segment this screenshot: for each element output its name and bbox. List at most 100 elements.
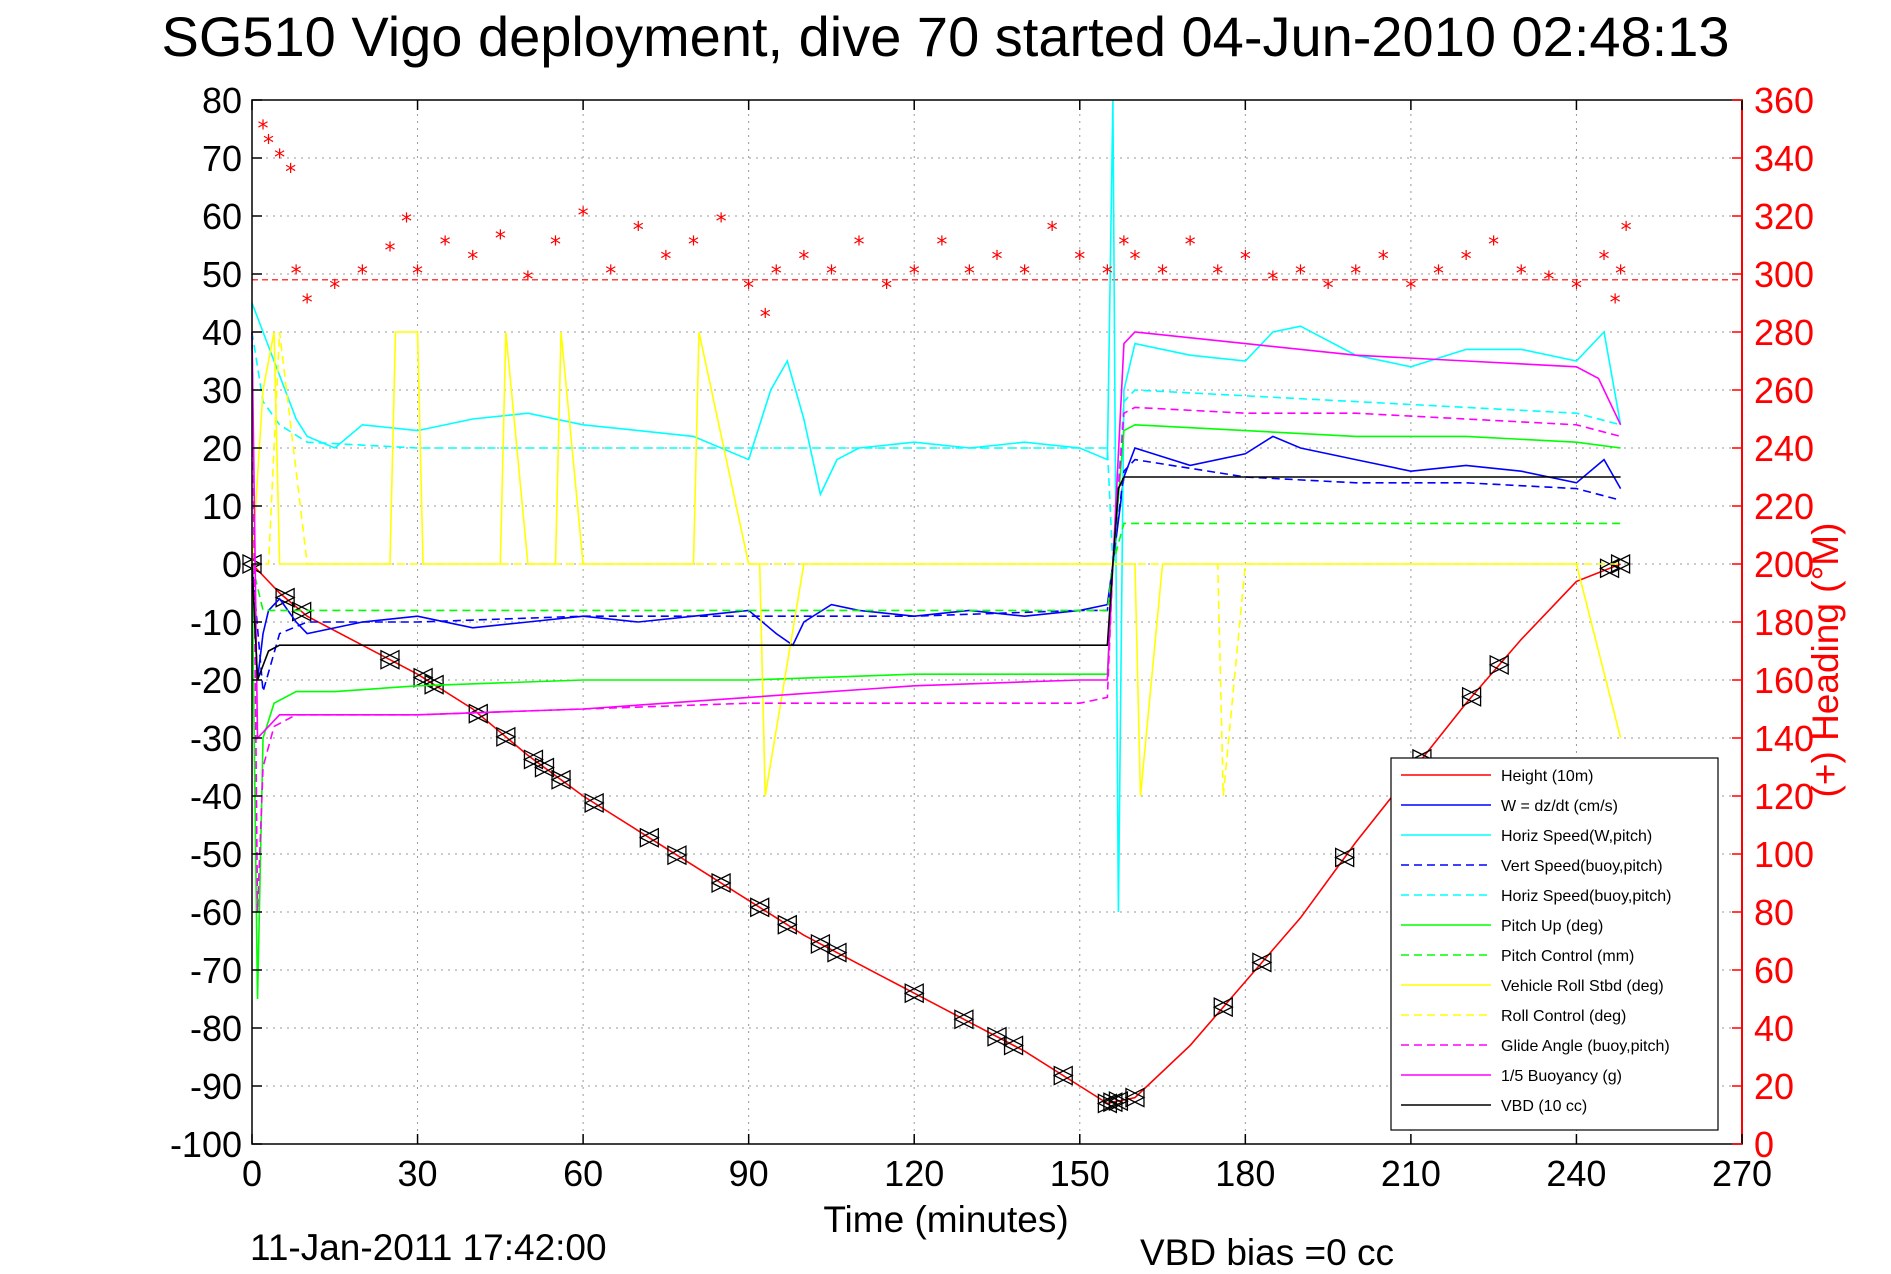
legend-label: Horiz Speed(buoy,pitch) bbox=[1501, 888, 1671, 905]
heading-point: * bbox=[1610, 291, 1621, 316]
heading-point: * bbox=[633, 219, 644, 244]
series-8 bbox=[252, 331, 1621, 797]
series-line bbox=[251, 423, 1621, 1000]
x-tick-label: 180 bbox=[1215, 1153, 1275, 1194]
series-line bbox=[251, 458, 1621, 692]
legend-label: Pitch Up (deg) bbox=[1501, 918, 1603, 935]
x-tick-label: 60 bbox=[563, 1153, 603, 1194]
sample-marker bbox=[1003, 1035, 1024, 1056]
y-right-tick-label: 300 bbox=[1754, 254, 1814, 295]
heading-point: * bbox=[384, 239, 395, 264]
sample-marker bbox=[749, 897, 770, 918]
series-line bbox=[251, 331, 1622, 740]
legend-item: 1/5 Buoyancy (g) bbox=[1401, 1068, 1622, 1085]
y-tick-label: -50 bbox=[190, 834, 242, 875]
series-3 bbox=[251, 458, 1621, 692]
sample-marker bbox=[550, 769, 571, 790]
y-right-tick-label: 160 bbox=[1754, 660, 1814, 701]
heading-point: * bbox=[274, 146, 285, 171]
heading-point: * bbox=[329, 277, 340, 302]
heading-point: * bbox=[1019, 262, 1030, 287]
legend-item: Height (10m) bbox=[1401, 768, 1593, 785]
heading-point: * bbox=[258, 117, 269, 142]
sample-marker bbox=[583, 792, 604, 814]
legend-label: Pitch Control (mm) bbox=[1501, 948, 1634, 965]
series-line bbox=[251, 522, 1621, 612]
y-right-tick-label: 100 bbox=[1754, 834, 1814, 875]
legend-label: VBD (10 cc) bbox=[1501, 1098, 1587, 1115]
heading-point: * bbox=[1433, 262, 1444, 287]
x-tick-label: 30 bbox=[398, 1153, 438, 1194]
sample-marker bbox=[776, 914, 797, 935]
series-10 bbox=[251, 331, 1622, 740]
sample-marker bbox=[1334, 847, 1355, 868]
legend-label: W = dz/dt (cm/s) bbox=[1501, 798, 1618, 815]
sample-marker bbox=[710, 872, 731, 894]
heading-point: * bbox=[798, 248, 809, 273]
sample-marker bbox=[953, 1009, 974, 1030]
legend-item: Vehicle Roll Stbd (deg) bbox=[1401, 978, 1664, 995]
sample-marker bbox=[495, 726, 516, 747]
heading-point: * bbox=[1047, 219, 1058, 244]
series-9 bbox=[251, 331, 1621, 913]
sample-marker bbox=[1052, 1065, 1073, 1086]
y-tick-label: -40 bbox=[190, 776, 242, 817]
heading-point: * bbox=[1516, 262, 1527, 287]
heading-point: * bbox=[357, 262, 368, 287]
sample-marker bbox=[638, 827, 659, 848]
heading-point: * bbox=[1102, 262, 1113, 287]
sample-marker bbox=[1599, 558, 1620, 579]
heading-point: * bbox=[1240, 248, 1251, 273]
y-tick-label: -30 bbox=[190, 718, 242, 759]
y-right-tick-label: 260 bbox=[1754, 370, 1814, 411]
sample-marker bbox=[291, 601, 312, 622]
legend-label: Glide Angle (buoy,pitch) bbox=[1501, 1038, 1670, 1055]
heading-point: * bbox=[1212, 262, 1223, 287]
heading-point: * bbox=[1378, 248, 1389, 273]
y-tick-label: 80 bbox=[202, 80, 242, 121]
series-line bbox=[251, 476, 1621, 681]
sample-marker bbox=[412, 667, 433, 688]
y-right-tick-label: 340 bbox=[1754, 138, 1814, 179]
heading-point: * bbox=[992, 248, 1003, 273]
series-5 bbox=[251, 423, 1621, 1000]
heading-point: * bbox=[771, 262, 782, 287]
x-axis-label: Time (minutes) bbox=[823, 1199, 1068, 1240]
y-tick-label: -100 bbox=[170, 1124, 242, 1165]
y-tick-label: 40 bbox=[202, 312, 242, 353]
sample-marker bbox=[522, 749, 544, 770]
series-0 bbox=[241, 553, 1632, 1114]
sample-marker bbox=[379, 649, 400, 670]
x-tick-label: 210 bbox=[1381, 1153, 1441, 1194]
series-12: ****************************************… bbox=[258, 117, 1632, 331]
series-7 bbox=[251, 331, 1622, 797]
sample-marker bbox=[467, 703, 488, 724]
y-right-tick-label: 60 bbox=[1754, 950, 1794, 991]
heading-point: * bbox=[909, 262, 920, 287]
sample-marker bbox=[1096, 1093, 1118, 1114]
heading-point: * bbox=[1267, 268, 1278, 293]
sample-marker bbox=[1124, 1087, 1145, 1108]
y-right-tick-label: 40 bbox=[1754, 1008, 1794, 1049]
heading-point: * bbox=[1350, 262, 1361, 287]
heading-point: * bbox=[1405, 277, 1416, 302]
legend-label: Height (10m) bbox=[1501, 768, 1593, 785]
y-right-tick-label: 320 bbox=[1754, 196, 1814, 237]
y-right-tick-label: 0 bbox=[1754, 1124, 1774, 1165]
y-tick-label: -70 bbox=[190, 950, 242, 991]
y-right-tick-label: 220 bbox=[1754, 486, 1814, 527]
y-tick-label: 60 bbox=[202, 196, 242, 237]
y-right-tick-label: 20 bbox=[1754, 1066, 1794, 1107]
heading-point: * bbox=[1543, 268, 1554, 293]
heading-point: * bbox=[605, 262, 616, 287]
heading-point: * bbox=[760, 306, 771, 331]
y-tick-label: 50 bbox=[202, 254, 242, 295]
y-right-tick-label: 120 bbox=[1754, 776, 1814, 817]
heading-point: * bbox=[1118, 233, 1129, 258]
heading-point: * bbox=[1074, 248, 1085, 273]
heading-point: * bbox=[263, 132, 274, 157]
sample-marker bbox=[1488, 654, 1509, 675]
series-11 bbox=[251, 476, 1621, 681]
sample-marker bbox=[534, 757, 555, 778]
series-line bbox=[252, 331, 1621, 797]
